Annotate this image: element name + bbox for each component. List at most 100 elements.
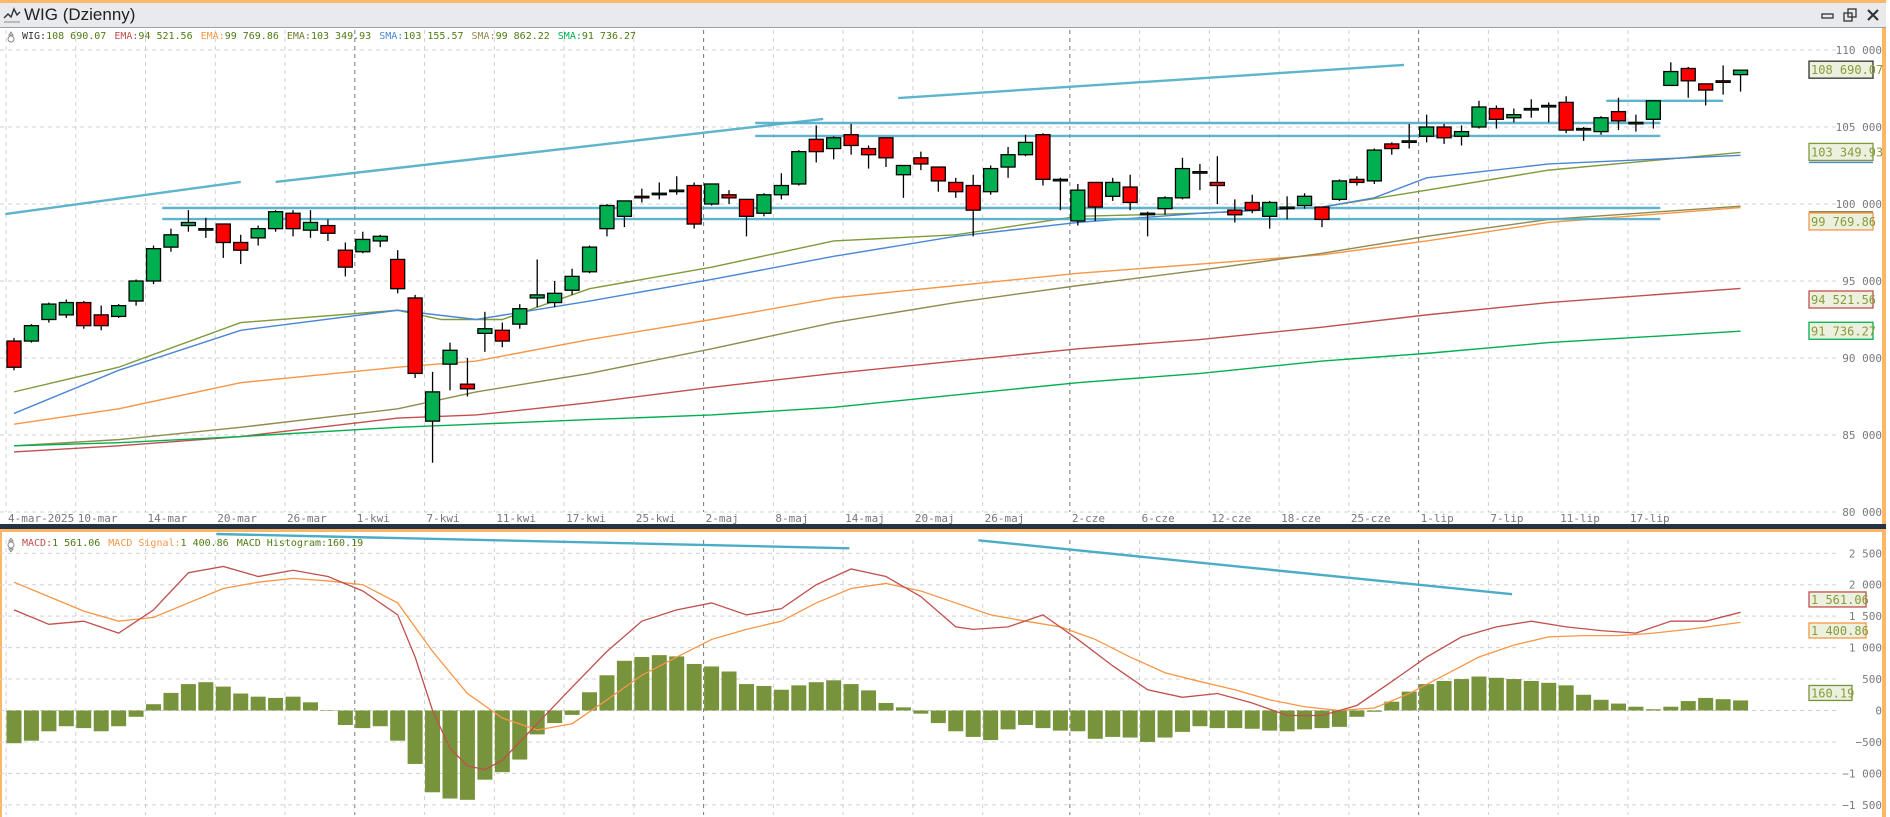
candle xyxy=(1209,156,1226,204)
macd-histogram-bar xyxy=(1105,710,1121,737)
macd-histogram-bar xyxy=(1087,710,1103,739)
candle xyxy=(791,150,807,186)
legend-value: 103 155.57 xyxy=(403,31,464,42)
candle xyxy=(512,304,528,329)
macd-histogram-bar xyxy=(41,710,57,732)
date-axis-tick: 1-kwi xyxy=(357,512,390,525)
macd-histogram-bar xyxy=(1192,710,1208,727)
macd-histogram-bar xyxy=(686,663,702,711)
candle xyxy=(93,305,109,331)
candle xyxy=(1575,127,1592,141)
candle-body xyxy=(843,134,859,147)
minimize-icon[interactable] xyxy=(1820,7,1836,23)
title-bar[interactable]: WIG (Dzienny) xyxy=(0,3,1886,28)
close-icon[interactable] xyxy=(1865,7,1881,23)
candle-body xyxy=(198,227,214,231)
candle xyxy=(145,245,162,285)
date-axis-tick: 8-maj xyxy=(775,512,808,525)
candle xyxy=(895,164,912,198)
price-value-label: 99 769.86 xyxy=(1811,215,1876,229)
candle-body xyxy=(1628,121,1644,125)
candle xyxy=(372,234,388,248)
candle xyxy=(1262,200,1278,229)
macd-settings-icon[interactable] xyxy=(4,538,18,552)
macd-histogram-bar xyxy=(791,685,807,711)
candle-body xyxy=(1488,107,1505,120)
candle-body xyxy=(23,325,40,342)
candle-body xyxy=(1296,195,1313,207)
macd-histogram-bar xyxy=(582,692,598,711)
macd-histogram-bar xyxy=(1244,710,1260,729)
macd-histogram-bar xyxy=(250,696,266,711)
price-axis-tick: 90 000 xyxy=(1842,352,1882,365)
candle-body xyxy=(76,301,92,327)
pane-divider-accent xyxy=(0,529,1886,532)
macd-histogram-bar xyxy=(320,710,336,711)
candle xyxy=(669,176,685,195)
candle xyxy=(1227,199,1243,223)
macd-histogram-bar xyxy=(1523,680,1539,711)
macd-histogram-bar xyxy=(1733,700,1749,711)
price-value-label: 108 690.07 xyxy=(1811,63,1883,77)
macd-histogram-bar xyxy=(111,710,127,727)
macd-histogram-bar xyxy=(808,682,824,711)
legend-label: SMA: xyxy=(471,31,496,42)
macd-histogram-bar xyxy=(1680,701,1696,711)
macd-axis-tick: −1 000 xyxy=(1842,767,1882,780)
macd-signal-line xyxy=(13,577,1741,731)
candle-body xyxy=(477,328,493,335)
macd-line xyxy=(13,565,1741,771)
date-axis-tick: 4-mar-2025 xyxy=(8,512,74,525)
candle xyxy=(76,301,92,329)
price-value-box xyxy=(1808,60,1874,79)
candle-body xyxy=(1262,201,1278,217)
date-axis-tick: 1-lip xyxy=(1421,512,1454,525)
trend-line xyxy=(5,180,241,216)
candle-body xyxy=(581,246,598,273)
candle xyxy=(302,210,319,238)
macd-histogram-bar xyxy=(459,710,475,800)
candle-body xyxy=(616,200,633,217)
candle xyxy=(860,145,877,169)
pane-divider xyxy=(0,524,1886,529)
candle-body xyxy=(1209,181,1226,187)
macd-histogram-bar xyxy=(76,710,92,729)
candle xyxy=(1732,69,1749,92)
legend-value: 91 736.27 xyxy=(581,31,637,42)
candle xyxy=(1628,114,1644,132)
date-axis-tick: 2-cze xyxy=(1072,512,1105,525)
macd-histogram-bar xyxy=(407,710,423,764)
macd-histogram-bar xyxy=(215,686,231,711)
candle-body xyxy=(930,166,946,182)
candle xyxy=(1384,142,1400,155)
restore-icon[interactable] xyxy=(1842,7,1858,23)
date-axis-tick: 26-mar xyxy=(287,512,327,525)
date-axis-tick: 25-cze xyxy=(1351,512,1391,525)
macd-histogram-bar xyxy=(1000,710,1016,730)
candle-body xyxy=(773,184,790,196)
candle-body xyxy=(1715,80,1731,83)
macd-histogram-bar xyxy=(756,685,772,711)
candle-body xyxy=(651,192,667,196)
macd-histogram-bar xyxy=(1052,710,1068,731)
legend-value: 160.19 xyxy=(327,538,364,549)
macd-histogram-bar xyxy=(704,666,720,711)
macd-histogram-bar xyxy=(634,657,650,711)
legend-label: SMA: xyxy=(379,31,404,42)
candle xyxy=(1401,123,1417,149)
candle xyxy=(1122,174,1138,211)
date-axis-tick: 18-cze xyxy=(1281,512,1321,525)
date-axis-tick: 17-kwi xyxy=(566,512,606,525)
pane-settings-icon[interactable] xyxy=(4,31,18,45)
candle-body xyxy=(145,248,162,282)
macd-histogram-bar xyxy=(616,660,632,711)
macd-histogram-bar xyxy=(146,704,162,711)
candle xyxy=(616,200,633,228)
candle xyxy=(1296,193,1313,209)
candle xyxy=(1471,100,1487,129)
candle-body xyxy=(1122,186,1138,204)
candle-body xyxy=(58,301,74,316)
candle-body xyxy=(1017,141,1034,156)
candle xyxy=(930,166,946,192)
